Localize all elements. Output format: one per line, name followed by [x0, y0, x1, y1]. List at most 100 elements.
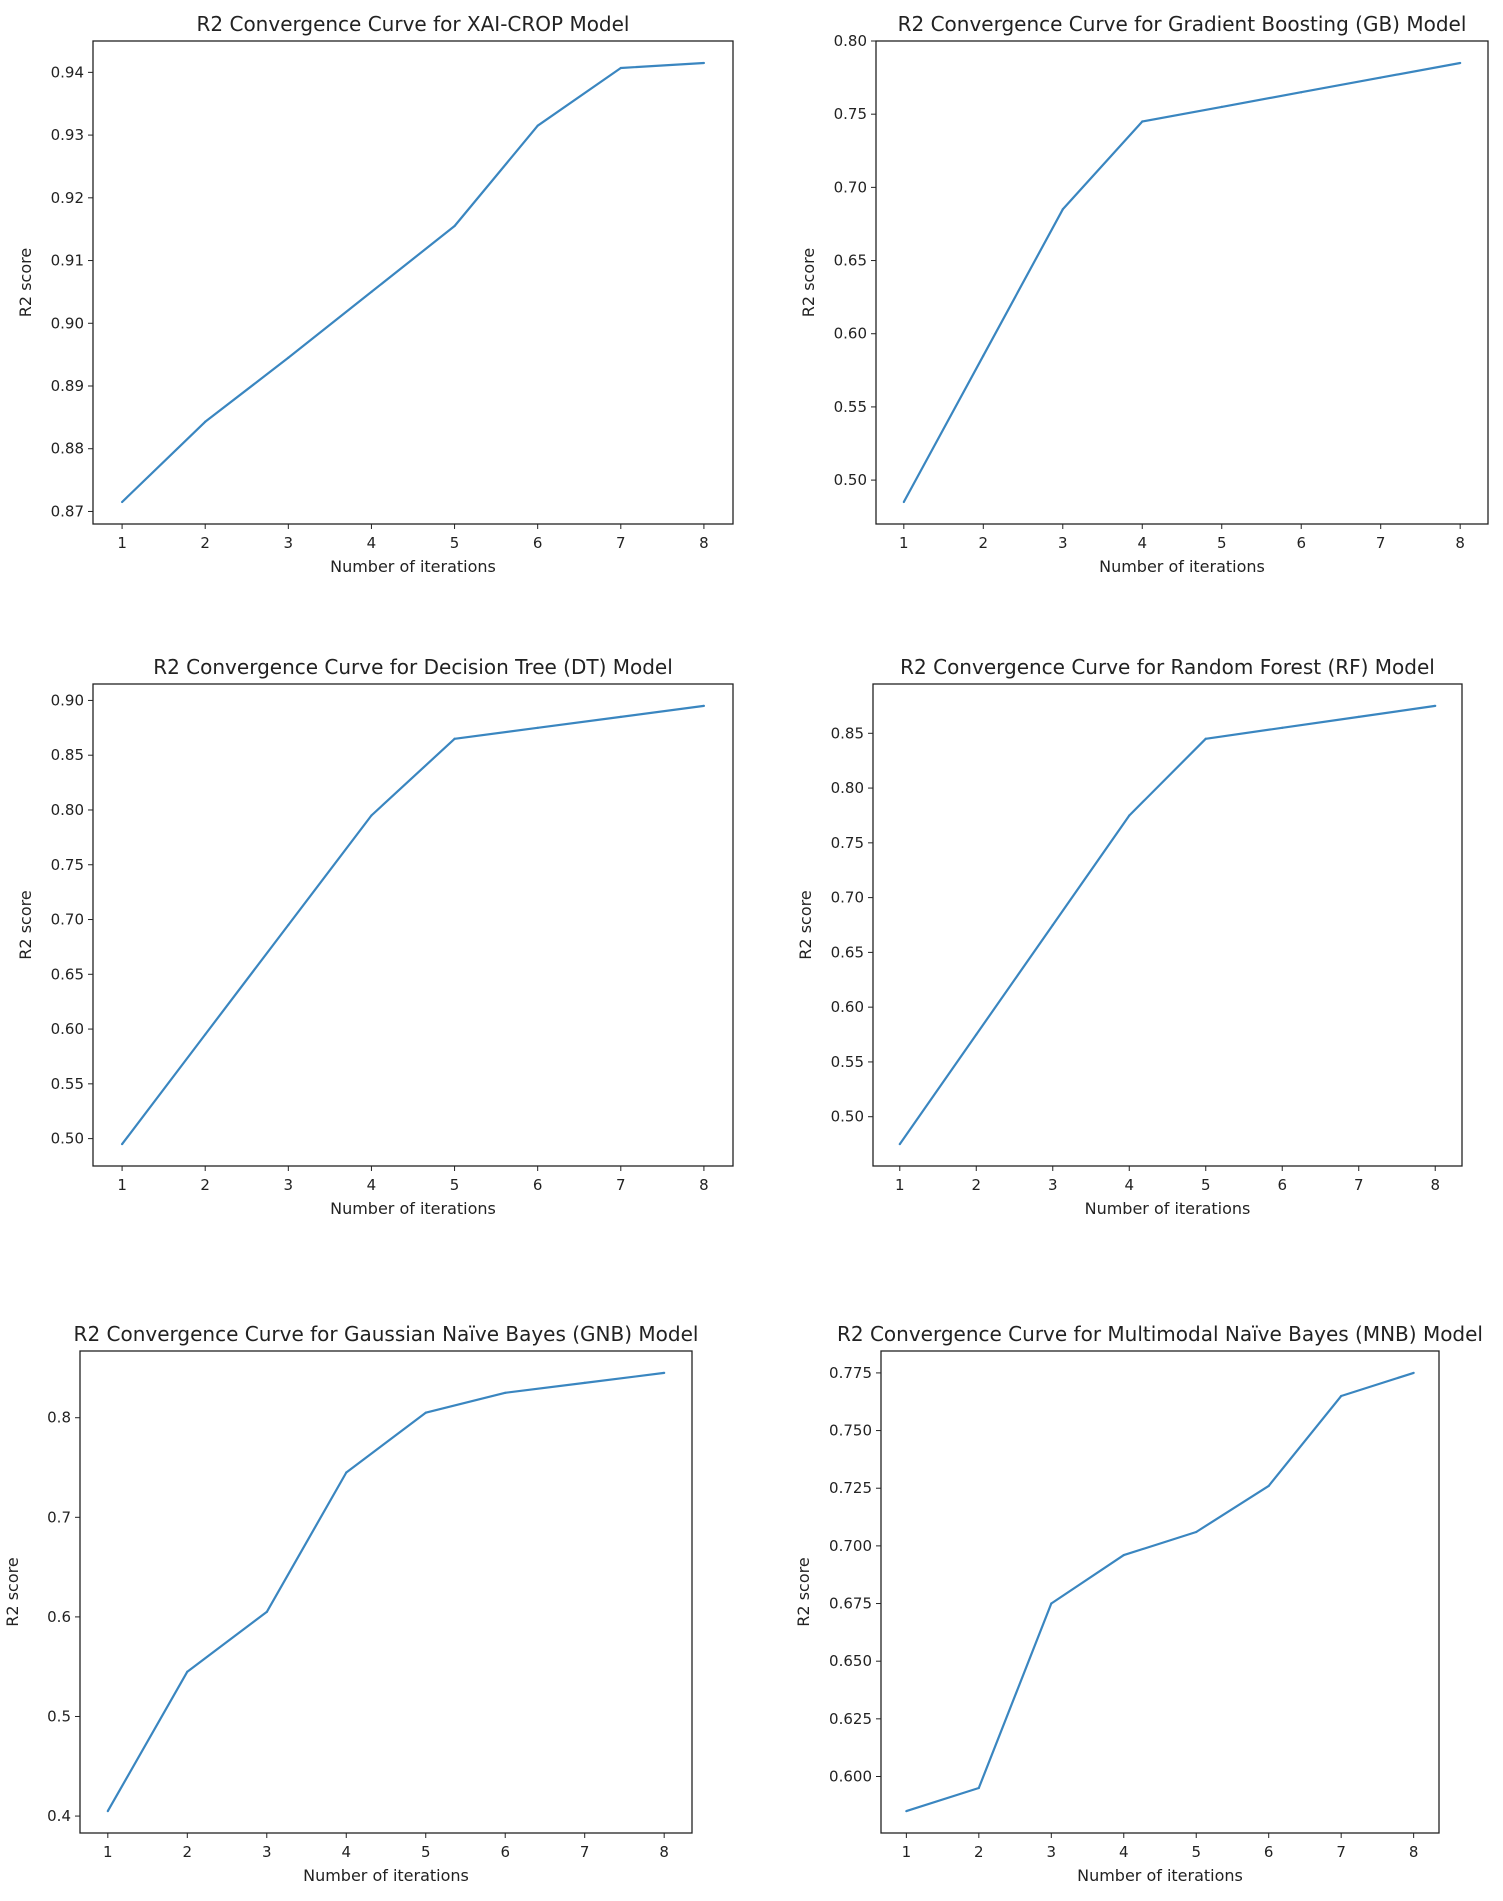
x-tick-label: 2 — [200, 534, 210, 552]
chart-title: R2 Convergence Curve for Gradient Boosti… — [898, 12, 1467, 36]
data-point — [106, 1809, 109, 1813]
y-tick-label: 0.75 — [51, 856, 84, 874]
chart-title: R2 Convergence Curve for Multimodal Naïv… — [837, 1322, 1483, 1346]
data-point — [424, 1411, 427, 1414]
y-tick-label: 0.7 — [47, 1508, 71, 1526]
y-tick-label: 0.70 — [831, 889, 864, 907]
y-tick-label: 0.55 — [51, 1075, 84, 1093]
x-tick-label: 8 — [1430, 1176, 1440, 1194]
x-axis-label: Number of iterations — [330, 1199, 496, 1218]
y-tick-label: 0.600 — [829, 1767, 872, 1785]
x-tick-label: 1 — [117, 1176, 127, 1194]
axes-frame — [880, 1350, 1440, 1834]
data-point — [1379, 76, 1382, 79]
chart-title: R2 Convergence Curve for XAI-CROP Model — [197, 12, 630, 36]
data-point — [1267, 1484, 1270, 1488]
x-axis-label: Number of iterations — [330, 557, 496, 576]
data-point — [702, 61, 706, 65]
x-tick-label: 4 — [1124, 1176, 1134, 1194]
data-point — [345, 1471, 348, 1474]
x-tick-label: 3 — [284, 1176, 294, 1194]
y-tick-label: 0.80 — [834, 32, 867, 50]
y-tick-label: 0.675 — [829, 1595, 872, 1613]
x-tick-label: 4 — [1119, 1843, 1129, 1861]
chart-4: R2 Convergence Curve for Random Forest (… — [796, 655, 1463, 1218]
x-axis-label: Number of iterations — [1077, 1866, 1243, 1885]
x-axis-label: Number of iterations — [1085, 1199, 1251, 1218]
y-tick-label: 0.60 — [51, 1020, 84, 1038]
y-tick-label: 0.650 — [829, 1652, 872, 1670]
y-tick-label: 0.50 — [831, 1108, 864, 1126]
data-point — [1122, 1554, 1125, 1557]
y-tick-label: 0.65 — [831, 943, 864, 961]
y-tick-label: 0.65 — [834, 252, 867, 270]
axes-frame — [875, 40, 1489, 525]
series-line — [121, 704, 705, 1145]
x-tick-label: 1 — [902, 1843, 912, 1861]
y-tick-label: 0.65 — [51, 965, 84, 983]
x-tick-label: 6 — [533, 534, 543, 552]
data-point — [1459, 61, 1462, 65]
data-point — [1220, 105, 1223, 108]
data-point — [453, 737, 456, 740]
data-point — [504, 1391, 507, 1394]
data-point — [1195, 1530, 1198, 1534]
data-point — [186, 1670, 189, 1673]
y-tick-label: 0.5 — [47, 1707, 71, 1725]
y-tick-label: 0.70 — [51, 911, 84, 929]
y-tick-label: 0.750 — [829, 1422, 872, 1440]
y-tick-label: 0.50 — [834, 471, 867, 489]
y-tick-label: 0.75 — [834, 105, 867, 123]
y-tick-label: 0.90 — [51, 314, 84, 332]
y-tick-label: 0.88 — [51, 440, 84, 458]
y-tick-label: 0.85 — [51, 746, 84, 764]
data-point — [370, 290, 373, 294]
x-tick-label: 7 — [1354, 1176, 1364, 1194]
data-point — [619, 715, 622, 718]
axes-frame — [92, 683, 734, 1167]
data-point — [982, 354, 985, 357]
x-tick-label: 7 — [616, 1176, 626, 1194]
chart-6: R2 Convergence Curve for Multimodal Naïv… — [794, 1322, 1483, 1885]
x-tick-label: 7 — [1376, 534, 1386, 552]
y-tick-label: 0.94 — [51, 63, 84, 81]
axes-frame — [872, 683, 1463, 1167]
data-point — [1357, 715, 1360, 718]
y-tick-label: 0.60 — [831, 998, 864, 1016]
data-point — [287, 923, 290, 927]
y-axis-label: R2 score — [794, 1557, 813, 1626]
y-tick-label: 0.87 — [51, 502, 84, 520]
data-point — [975, 1033, 978, 1036]
x-tick-label: 1 — [103, 1843, 113, 1861]
x-tick-label: 5 — [1191, 1843, 1201, 1861]
x-tick-label: 5 — [421, 1843, 431, 1861]
chart-5: R2 Convergence Curve for Gaussian Naïve … — [3, 1322, 698, 1885]
data-point — [1128, 814, 1131, 817]
data-point — [702, 704, 706, 708]
y-tick-label: 0.60 — [834, 325, 867, 343]
data-point — [120, 500, 124, 504]
x-tick-label: 7 — [616, 534, 626, 552]
data-point — [1412, 1371, 1415, 1375]
chart-title: R2 Convergence Curve for Gaussian Naïve … — [74, 1322, 699, 1346]
y-tick-label: 0.89 — [51, 377, 84, 395]
x-tick-label: 2 — [183, 1843, 193, 1861]
y-tick-label: 0.92 — [51, 189, 84, 207]
data-point — [120, 1142, 124, 1146]
chart-title: R2 Convergence Curve for Decision Tree (… — [153, 655, 673, 679]
y-tick-label: 0.775 — [829, 1364, 872, 1382]
x-tick-label: 6 — [533, 1176, 543, 1194]
y-axis-label: R2 score — [16, 248, 35, 317]
x-axis-label: Number of iterations — [303, 1866, 469, 1885]
series-line — [121, 61, 704, 503]
chart-1: R2 Convergence Curve for XAI-CROP Model 1… — [16, 12, 734, 576]
y-tick-label: 0.8 — [47, 1409, 71, 1427]
x-tick-label: 2 — [974, 1843, 984, 1861]
data-point — [1434, 704, 1437, 708]
y-tick-label: 0.80 — [831, 779, 864, 797]
chart-3: R2 Convergence Curve for Decision Tree (… — [16, 655, 734, 1218]
x-tick-label: 4 — [341, 1843, 351, 1861]
series-line — [906, 1371, 1414, 1813]
x-tick-label: 5 — [450, 534, 460, 552]
x-tick-label: 5 — [1201, 1176, 1211, 1194]
